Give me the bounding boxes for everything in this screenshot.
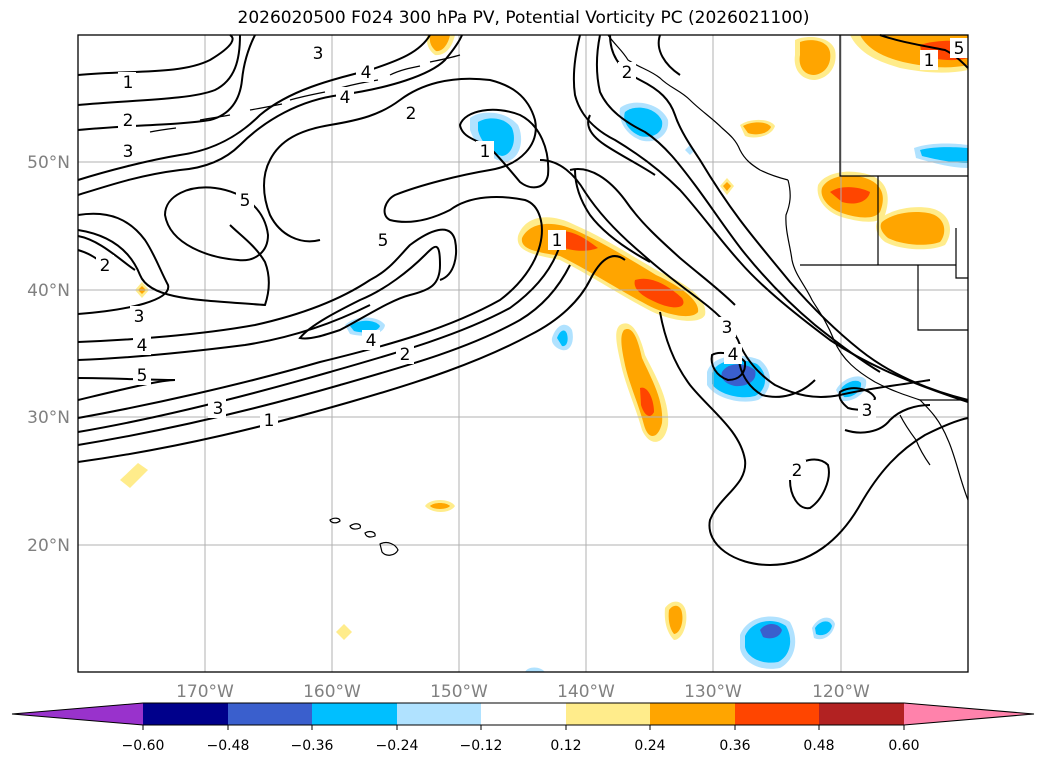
contour-label: 5 xyxy=(240,191,251,211)
contour-label: 3 xyxy=(123,142,134,162)
contour-label: 4 xyxy=(366,331,377,351)
contour-label: 2 xyxy=(792,461,803,481)
colorbar-tick-label: 0.24 xyxy=(634,738,665,754)
coastlines xyxy=(149,34,969,556)
lat-label-20n: 20°N xyxy=(27,536,70,556)
contour-label: 1 xyxy=(480,142,491,162)
contour-label: 3 xyxy=(134,307,145,327)
colorbar-segment-1 xyxy=(143,703,228,725)
colorbar-segment-9 xyxy=(819,703,904,725)
contour-label: 2 xyxy=(406,104,417,124)
lon-label-140w: 140°W xyxy=(557,682,615,702)
contour-labels: 1 2 3 1 2 3 4 5 5 4 2 3 4 5 3 2 1 1 2 xyxy=(96,38,968,481)
contour-label: 5 xyxy=(378,231,389,251)
graticule xyxy=(78,35,968,672)
colorbar-segment-8 xyxy=(735,703,819,725)
colorbar: −0.60 −0.48 −0.36 −0.24 −0.12 0.12 0.24 … xyxy=(11,702,1035,754)
contour-label: 2 xyxy=(400,345,411,365)
colorbar-segment-5 xyxy=(481,703,566,725)
colorbar-segment-0 xyxy=(12,703,143,725)
colorbar-tick-label: −0.36 xyxy=(291,738,334,754)
lon-label-170w: 170°W xyxy=(176,682,234,702)
map-frame xyxy=(77,34,969,673)
lon-label-120w: 120°W xyxy=(812,682,870,702)
chart-title: 2026020500 F024 300 hPa PV, Potential Vo… xyxy=(237,8,810,28)
contour-label: 5 xyxy=(137,366,148,386)
contour-label: 5 xyxy=(954,39,965,59)
colorbar-tick-label: −0.60 xyxy=(122,738,165,754)
contour-label: 3 xyxy=(862,401,873,421)
contour-label: 2 xyxy=(622,63,633,83)
latitude-labels: 50°N 40°N 30°N 20°N xyxy=(27,153,70,556)
contour-label: 3 xyxy=(722,318,733,338)
lat-label-40n: 40°N xyxy=(27,281,70,301)
colorbar-segment-3 xyxy=(312,703,397,725)
lon-label-130w: 130°W xyxy=(684,682,742,702)
contour-label: 3 xyxy=(213,399,224,419)
colorbar-tick-label: −0.24 xyxy=(376,738,419,754)
colorbar-segment-2 xyxy=(228,703,312,725)
longitude-labels: 170°W 160°W 150°W 140°W 130°W 120°W xyxy=(176,682,870,702)
contour-label: 4 xyxy=(340,88,351,108)
colorbar-tick-label: 0.48 xyxy=(803,738,834,754)
lon-label-160w: 160°W xyxy=(303,682,361,702)
contour-label: 1 xyxy=(264,411,275,431)
contour-label: 1 xyxy=(924,51,935,71)
contour-label: 1 xyxy=(123,73,134,93)
contour-label: 1 xyxy=(552,231,563,251)
colorbar-segment-4 xyxy=(397,703,481,725)
negative-anomaly-patches xyxy=(345,102,968,672)
colorbar-segment-10 xyxy=(904,703,1034,725)
colorbar-tick-label: 0.12 xyxy=(550,738,581,754)
colorbar-segment-6 xyxy=(566,703,650,725)
contour-label: 4 xyxy=(728,345,739,365)
lat-label-30n: 30°N xyxy=(27,408,70,428)
colorbar-tick-label: 0.60 xyxy=(888,738,919,754)
contour-label: 4 xyxy=(137,336,148,356)
colorbar-tick-label: 0.36 xyxy=(719,738,750,754)
contour-label: 2 xyxy=(100,256,111,276)
contour-label: 4 xyxy=(361,63,372,83)
lon-label-150w: 150°W xyxy=(430,682,488,702)
colorbar-segment-7 xyxy=(650,703,735,725)
lat-label-50n: 50°N xyxy=(27,153,70,173)
contour-label: 3 xyxy=(313,44,324,64)
colorbar-tick-label: −0.12 xyxy=(460,738,503,754)
colorbar-tick-label: −0.48 xyxy=(207,738,250,754)
pv-contours xyxy=(77,34,969,567)
contour-label: 2 xyxy=(123,111,134,131)
